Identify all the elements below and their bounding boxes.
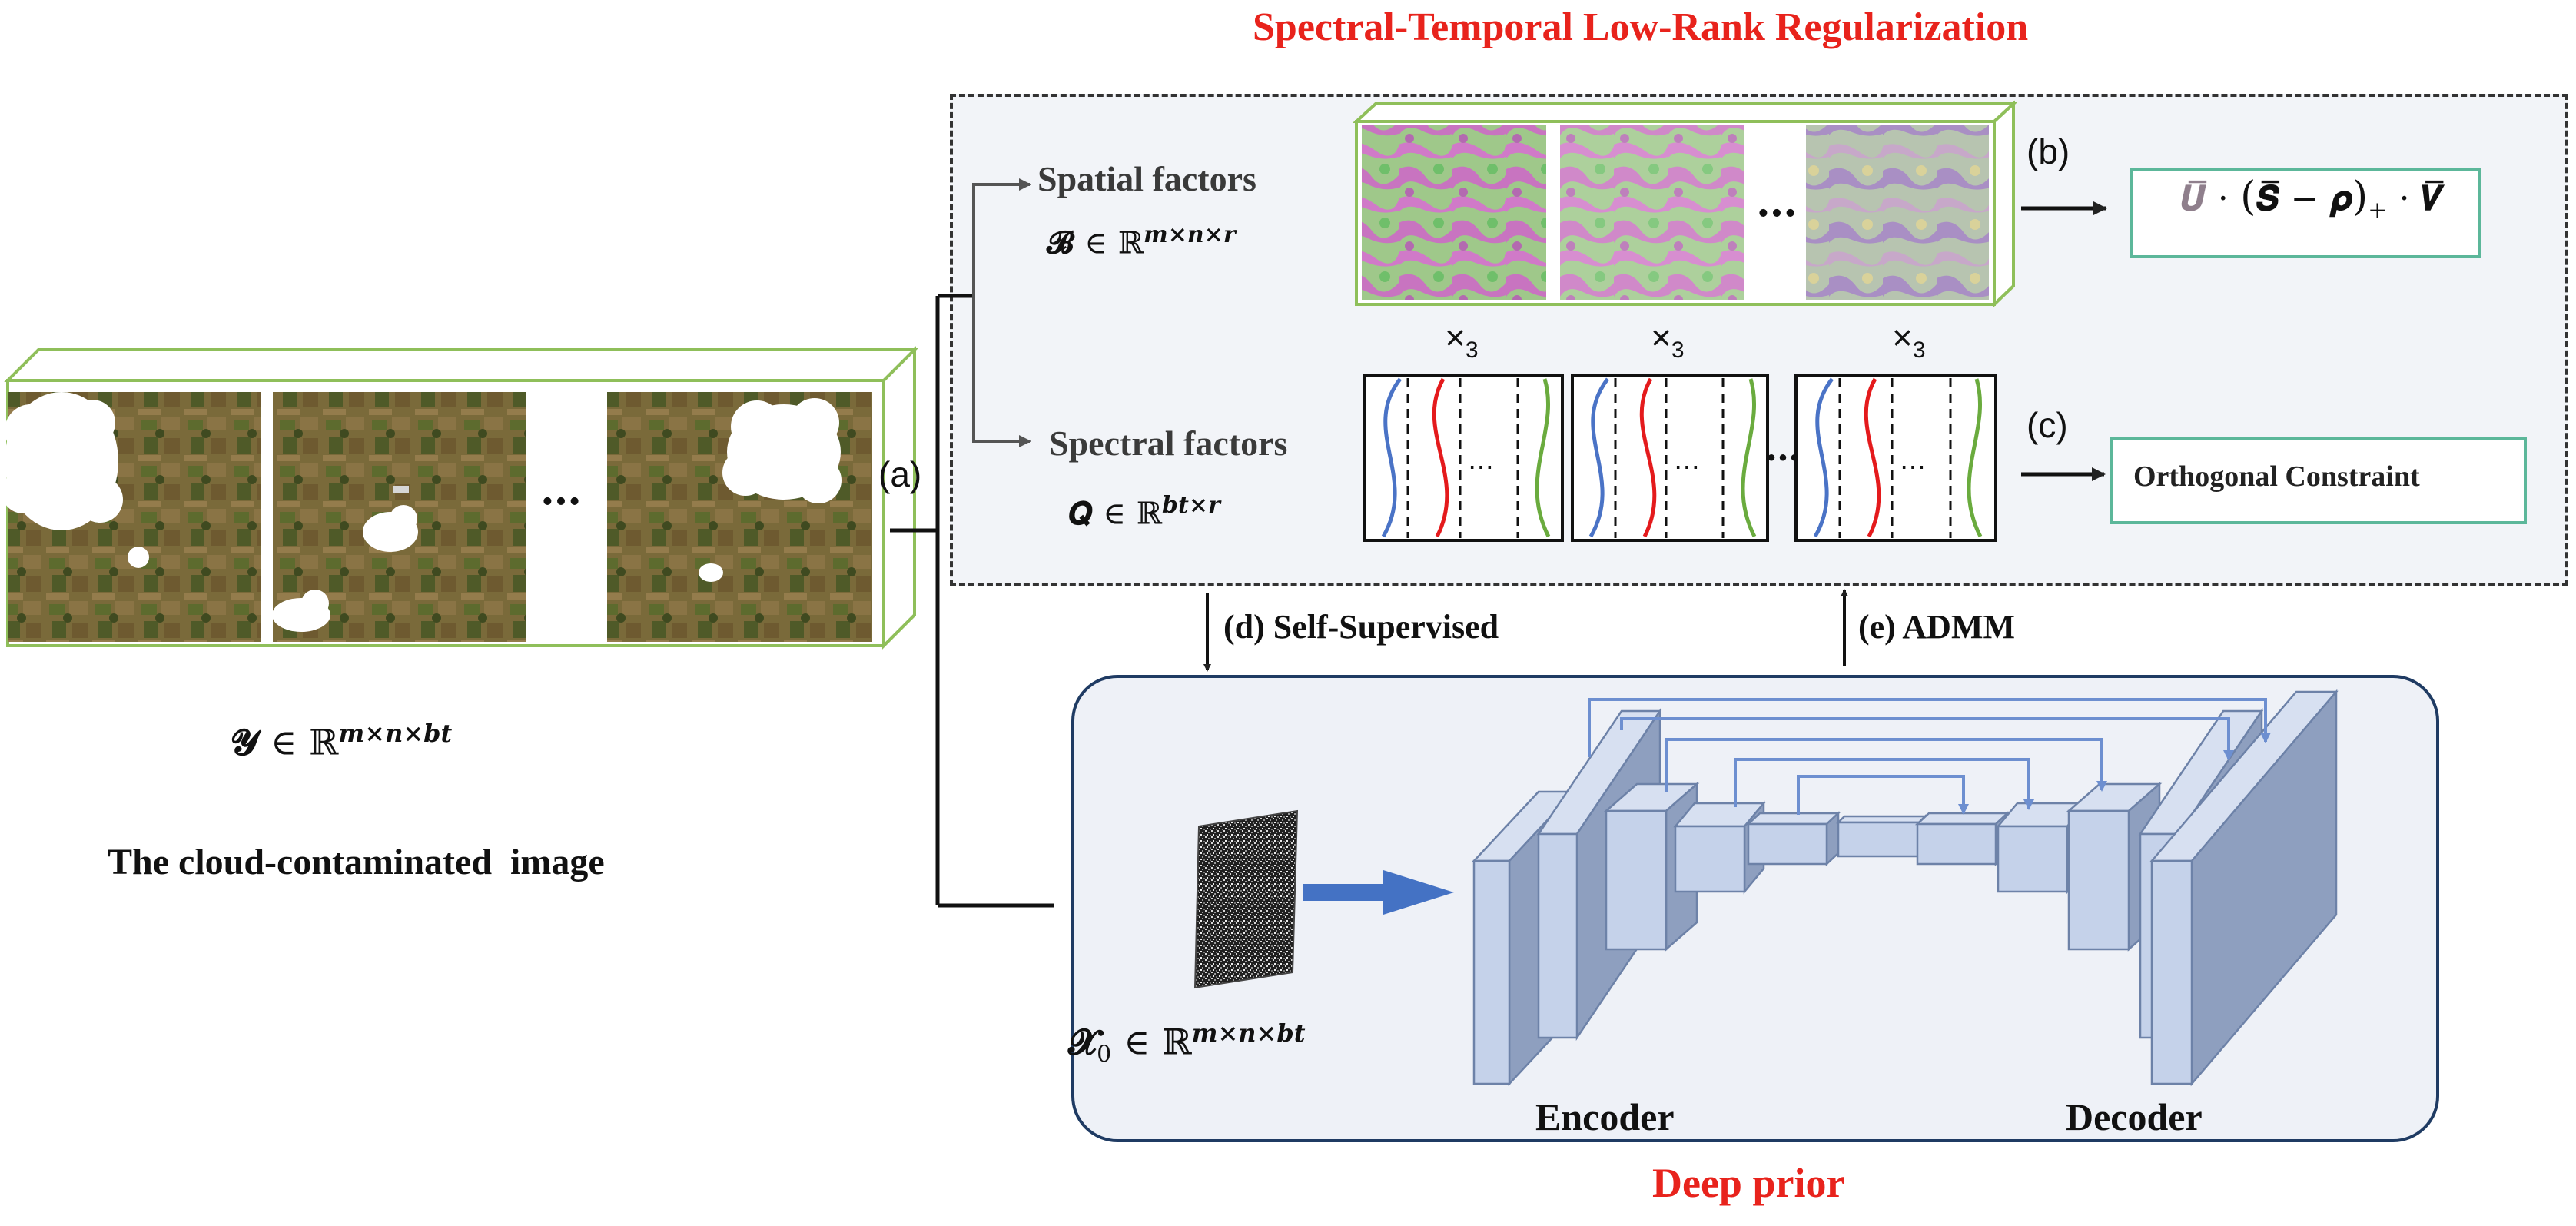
spatial-dims: m×n×r xyxy=(1144,221,1236,248)
decoder-block-5 xyxy=(1914,811,2010,866)
noise-sub: 0 xyxy=(1097,1041,1112,1068)
formula-rho: 𝝆 xyxy=(2330,179,2352,218)
matrix-1-ellipsis: ⋯ xyxy=(1468,453,1494,482)
input-elem: ∈ xyxy=(271,721,297,763)
bottleneck-block xyxy=(1835,813,1928,859)
spatial-factor-2 xyxy=(1560,125,1744,300)
matrix-3-ellipsis: ⋯ xyxy=(1900,453,1926,482)
spatial-factors-formula: 𝓑 ∈ ℝm×n×r xyxy=(1047,221,1236,261)
formula-U: 𝑼̅ xyxy=(2181,179,2206,218)
spectral-factor-matrices xyxy=(1363,374,1997,542)
input-formula: 𝓨 ∈ ℝm×n×bt xyxy=(231,719,452,764)
noise-to-unet-arrow xyxy=(1303,870,1454,915)
formula-S: 𝑺̅ xyxy=(2256,179,2279,218)
spatial-symbol: 𝓑 xyxy=(1047,224,1074,261)
formula-close: ) xyxy=(2352,174,2369,220)
input-connectors xyxy=(890,294,1054,908)
mode-product-label-1: ×3 xyxy=(1445,317,1479,364)
svd-threshold-formula: 𝑼̅ · (𝑺̅ − 𝝆)+ · 𝑽̅ xyxy=(2181,174,2443,224)
formula-V: 𝑽̅ xyxy=(2421,179,2443,218)
spectral-matrix-2 xyxy=(1571,374,1769,542)
step-c-label: (c) xyxy=(2027,405,2068,445)
spatial-factor-1 xyxy=(1362,125,1546,300)
input-ellipsis: … xyxy=(540,465,582,514)
step-d-label: (d) Self-Supervised xyxy=(1223,608,1499,646)
deep-prior-label: Deep prior xyxy=(1652,1160,1845,1206)
input-space: ℝ xyxy=(309,721,339,763)
spectral-elem: ∈ xyxy=(1103,496,1126,532)
orthogonal-constraint-label: Orthogonal Constraint xyxy=(2133,460,2420,493)
formula-plus: + xyxy=(2368,196,2388,224)
noise-dims: m×n×bt xyxy=(1191,1018,1306,1048)
input-dims: m×n×bt xyxy=(338,719,453,748)
spatial-ellipsis: … xyxy=(1756,177,1798,226)
spectral-space: ℝ xyxy=(1136,496,1163,532)
spatial-factor-stack xyxy=(1352,100,2018,308)
spatial-elem: ∈ xyxy=(1084,225,1107,261)
step-a-label: (a) xyxy=(878,454,922,494)
formula-dot-1: · xyxy=(2217,179,2229,218)
spectral-symbol: 𝑸 xyxy=(1068,495,1093,532)
cloud-mask-icon xyxy=(2,392,149,568)
encoder-block-5 xyxy=(1745,811,1841,866)
spatial-factor-3 xyxy=(1806,125,1989,300)
decoder-block-1 xyxy=(2149,689,2339,1087)
spatial-factors-label: Spatial factors xyxy=(1037,159,1256,198)
noise-space: ℝ xyxy=(1162,1021,1192,1063)
step-e-label: (e) ADMM xyxy=(1858,608,2016,646)
skip-connections xyxy=(1588,698,2271,815)
input-caption: The cloud-contaminated image xyxy=(108,842,605,882)
encoder-block-3 xyxy=(1603,782,1700,952)
spatial-space: ℝ xyxy=(1117,225,1144,261)
mode-product-label-3: ×3 xyxy=(1892,317,1926,364)
spectral-dims: bt×r xyxy=(1162,492,1220,519)
noise-image xyxy=(1193,809,1299,989)
step-b-label: (b) xyxy=(2027,131,2070,171)
spectral-matrix-1 xyxy=(1363,374,1564,542)
mode-product-label-2: ×3 xyxy=(1651,317,1685,364)
spectral-matrix-3 xyxy=(1794,374,1997,542)
decoder-label: Decoder xyxy=(2066,1095,2203,1138)
orthogonal-constraint-box xyxy=(2110,437,2527,524)
svd-threshold-box xyxy=(2130,168,2481,258)
regularization-title: Spectral-Temporal Low-Rank Regularizatio… xyxy=(1253,5,2029,49)
noise-formula: 𝓧0 ∈ ℝm×n×bt xyxy=(1068,1018,1306,1068)
formula-open: ( xyxy=(2240,174,2256,220)
unet-diagram xyxy=(1472,689,2339,1087)
spectral-gap-ellipsis: … xyxy=(1765,427,1801,469)
noise-elem: ∈ xyxy=(1124,1021,1150,1063)
branch-arrows xyxy=(972,178,1031,447)
matrix-2-ellipsis: ⋯ xyxy=(1674,453,1700,482)
input-symbol: 𝓨 xyxy=(231,721,259,763)
spectral-factors-label: Spectral factors xyxy=(1049,424,1288,463)
formula-minus: − xyxy=(2290,179,2319,218)
spectral-factors-formula: 𝑸 ∈ ℝbt×r xyxy=(1068,492,1220,531)
encoder-label: Encoder xyxy=(1535,1095,1675,1138)
noise-symbol: 𝓧 xyxy=(1068,1021,1097,1063)
formula-dot-2: · xyxy=(2398,179,2410,218)
input-image-stack xyxy=(2,346,918,650)
